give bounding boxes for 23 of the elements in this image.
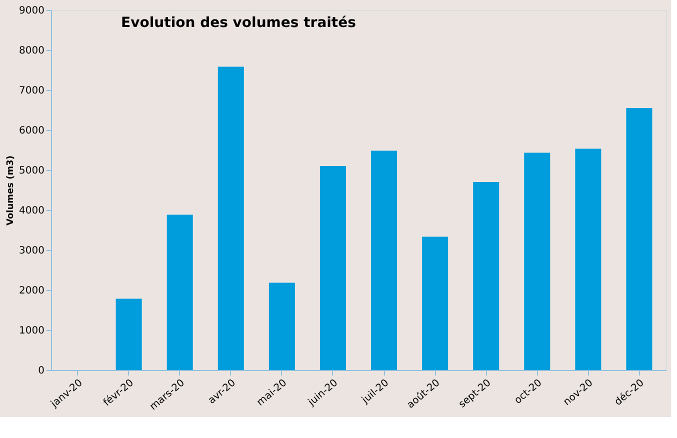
bar [524,152,550,370]
bar [371,150,398,370]
y-tick-label: 4000 [19,206,44,216]
y-tick-label: 2000 [19,286,44,296]
y-tick-label: 5000 [19,166,44,176]
bar [575,148,602,370]
y-axis-title: Volumes (m3) [6,156,16,226]
bar [626,108,652,370]
y-tick-label: 0 [38,366,44,376]
bar [166,214,193,370]
y-tick-label: 6000 [19,126,44,136]
y-tick-label: 9000 [19,6,44,16]
y-tick-label: 1000 [19,326,44,336]
bar [320,166,346,370]
bar [116,298,142,370]
bar [422,236,448,370]
y-tick-label: 8000 [19,46,44,56]
y-tick-label: 7000 [19,86,44,96]
chart-title: Evolution des volumes traités [121,15,356,31]
bar [268,282,295,370]
y-tick-label: 3000 [19,246,44,256]
bar [473,182,500,370]
bar [218,66,244,370]
